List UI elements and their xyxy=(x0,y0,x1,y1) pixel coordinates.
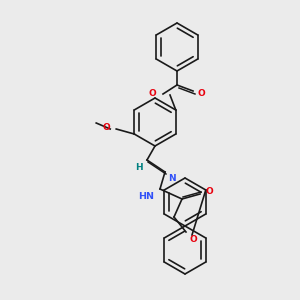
Text: O: O xyxy=(103,122,110,131)
Text: HN: HN xyxy=(138,192,154,201)
Text: N: N xyxy=(168,174,176,183)
Text: O: O xyxy=(190,235,198,244)
Text: O: O xyxy=(198,88,206,98)
Text: O: O xyxy=(205,188,213,196)
Text: H: H xyxy=(135,163,143,172)
Text: O: O xyxy=(148,88,156,98)
